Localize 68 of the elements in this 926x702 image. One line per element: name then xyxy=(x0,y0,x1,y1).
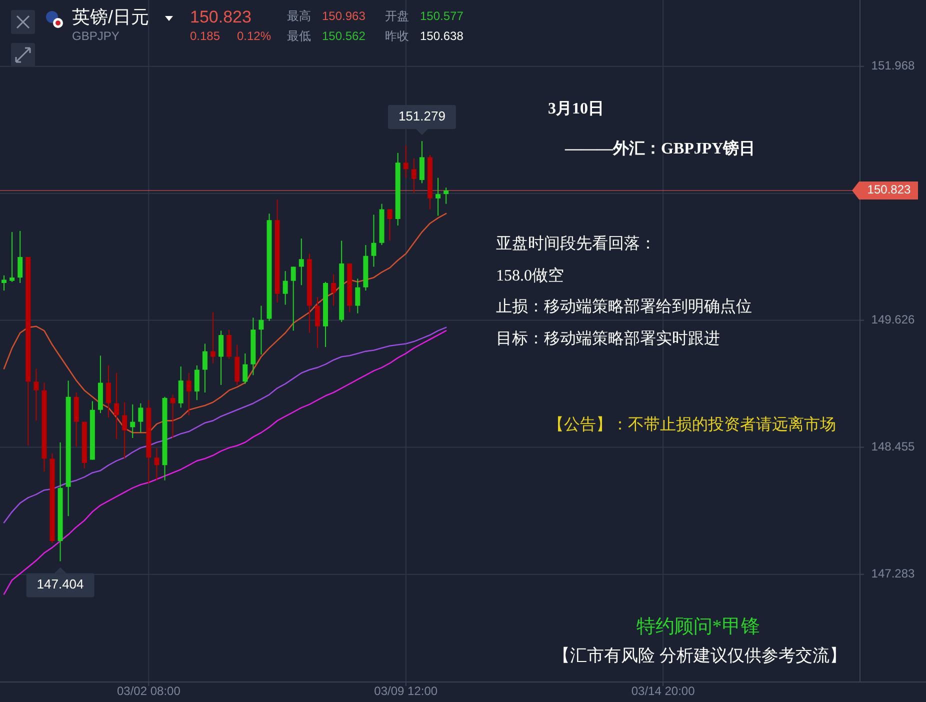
annotation: 【公告】：不带止损的投资者请远离市场 xyxy=(548,416,836,434)
candlestick xyxy=(170,394,176,439)
annotation: 151.279 xyxy=(398,108,446,124)
candlestick xyxy=(387,208,392,242)
candlestick xyxy=(403,144,408,178)
candlestick xyxy=(218,330,224,386)
candlestick xyxy=(194,364,200,401)
candlestick xyxy=(242,352,248,384)
candlestick xyxy=(355,278,360,314)
candlestick xyxy=(34,368,39,422)
annotation: 昨收 xyxy=(385,29,409,44)
x-tick-label: 03/02 08:00 xyxy=(116,684,181,698)
candlestick xyxy=(18,230,23,284)
ref-line-label: 150.823 xyxy=(867,182,912,197)
annotation: 150.638 xyxy=(420,29,464,44)
candlestick xyxy=(10,232,15,282)
annotation: 3月10日 xyxy=(548,100,604,118)
candlestick xyxy=(210,312,216,364)
candlestick xyxy=(130,404,136,439)
candlestick xyxy=(122,402,128,460)
x-tick-label: 03/09 12:00 xyxy=(374,684,438,698)
x-tick-label: 03/14 20:00 xyxy=(631,684,696,698)
annotation: 目标：移动端策略部署实时跟进 xyxy=(496,330,720,348)
annotation: GBPJPY xyxy=(72,29,120,44)
annotation: 150.963 xyxy=(322,9,366,24)
candlestick xyxy=(444,187,449,204)
candlestick xyxy=(154,447,160,481)
candlestick xyxy=(2,274,7,292)
annotation: 147.404 xyxy=(36,576,84,592)
annotation: 最低 xyxy=(287,29,311,44)
annotation: ———外汇：GBPJPY镑日 xyxy=(564,140,756,158)
candlestick xyxy=(411,158,416,194)
y-tick-label: 149.626 xyxy=(871,312,916,326)
candlestick xyxy=(138,402,144,434)
annotation: 150.823 xyxy=(190,7,252,26)
annotation: 止损：移动端策略部署给到明确点位 xyxy=(496,298,752,316)
candlestick xyxy=(290,266,296,332)
annotation: 158.0做空 xyxy=(496,266,564,285)
candlestick xyxy=(371,214,376,268)
line-series xyxy=(3,330,447,595)
candlestick xyxy=(258,305,264,356)
candlestick xyxy=(202,343,208,393)
annotation: 150.562 xyxy=(322,29,366,44)
y-tick-label: 148.455 xyxy=(871,439,916,454)
line-series xyxy=(3,212,447,434)
candlestick xyxy=(314,296,320,349)
candlestick xyxy=(226,329,232,360)
candlestick xyxy=(186,372,192,416)
line-series xyxy=(3,326,447,524)
candlestick xyxy=(298,238,304,286)
y-tick-label: 147.283 xyxy=(871,566,916,581)
candlestick xyxy=(331,274,336,306)
y-tick-label: 151.968 xyxy=(871,58,916,73)
annotation: 【汇市有风险 分析建议仅供参考交流】 xyxy=(553,646,846,665)
candlestick xyxy=(436,177,441,216)
annotation: 150.577 xyxy=(420,9,464,24)
candlestick xyxy=(282,270,288,306)
annotation: 亚盘时间段先看回落： xyxy=(496,234,656,253)
annotation: 0.185 xyxy=(190,29,220,44)
candlestick xyxy=(106,364,111,418)
annotation: 最高 xyxy=(287,9,311,24)
candlestick xyxy=(114,372,120,440)
candlestick xyxy=(178,366,184,408)
candlestick xyxy=(419,140,424,184)
annotation: 特约顾问*甲锋 xyxy=(636,616,760,638)
annotation: 英镑/日元 xyxy=(72,6,150,27)
annotation: 开盘 xyxy=(385,9,409,24)
annotation: 0.12% xyxy=(237,29,272,44)
